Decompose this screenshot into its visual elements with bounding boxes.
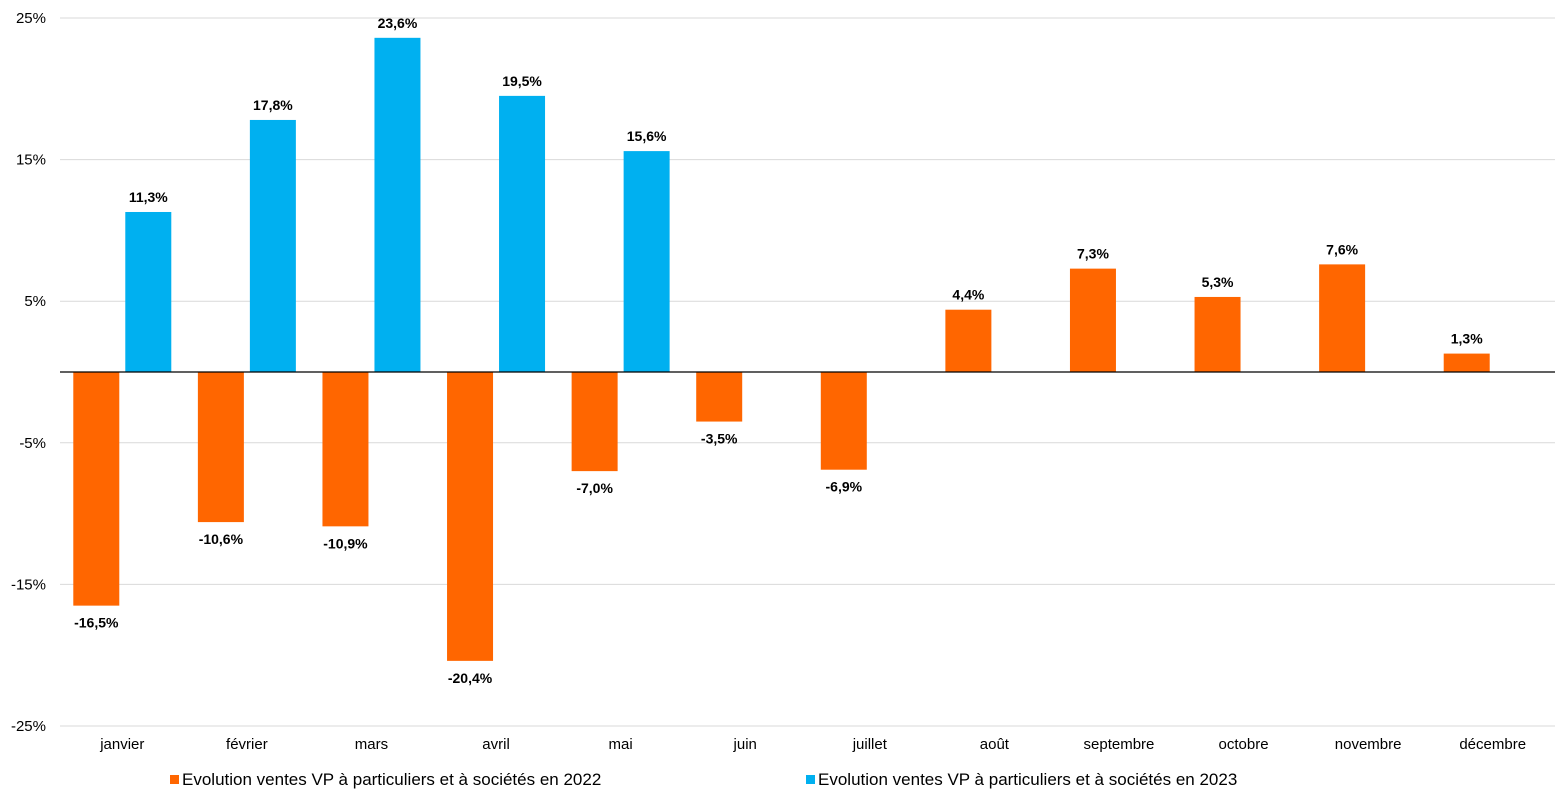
bars (73, 37, 1490, 661)
x-tick-label: août (980, 736, 1010, 753)
bar-2022-2 (322, 372, 369, 527)
bar-2022-9 (1194, 296, 1241, 372)
data-label-2022-5: -3,5% (701, 431, 738, 447)
x-tick-label: novembre (1335, 736, 1402, 753)
x-axis-tick-labels: janvier février mars avril mai juin juillet aoû… (99, 736, 1526, 753)
bar-2022-3 (447, 372, 494, 661)
data-label-2023-3: 19,5% (502, 73, 542, 89)
bar-2022-0 (73, 372, 120, 606)
x-tick-label: décembre (1459, 736, 1526, 753)
y-tick-label: -5% (19, 435, 46, 452)
bar-2023-0 (125, 211, 172, 372)
data-label-2022-3: -20,4% (448, 670, 493, 686)
bar-2023-3 (499, 95, 546, 372)
bar-2022-5 (696, 372, 743, 422)
bar-2022-10 (1319, 264, 1366, 372)
bar-2022-4 (571, 372, 618, 472)
data-label-2022-9: 5,3% (1202, 274, 1234, 290)
legend-item-2023: Evolution ventes VP à particuliers et à … (806, 770, 1237, 790)
x-tick-label: juin (733, 736, 757, 753)
y-tick-label: 5% (24, 293, 46, 310)
data-label-2022-4: -7,0% (576, 480, 613, 496)
data-label-2022-7: 4,4% (952, 287, 984, 303)
x-tick-label: janvier (99, 736, 144, 753)
legend-item-2022: Evolution ventes VP à particuliers et à … (170, 770, 601, 790)
data-label-2022-1: -10,6% (199, 531, 244, 547)
data-label-2022-0: -16,5% (74, 615, 119, 631)
y-tick-label: -25% (11, 718, 46, 735)
y-tick-label: 15% (16, 152, 46, 169)
bar-2022-11 (1443, 353, 1490, 372)
bar-2023-1 (249, 119, 296, 373)
data-label-2022-6: -6,9% (826, 479, 863, 495)
x-tick-label: mai (609, 736, 633, 753)
y-tick-label: 25% (16, 10, 46, 27)
data-labels: -16,5% 11,3% -10,6% 17,8% -10,9% 23,6% -20,4% 1… (74, 15, 1483, 686)
legend-label-2023: Evolution ventes VP à particuliers et à … (818, 770, 1238, 789)
x-tick-label: octobre (1219, 736, 1269, 753)
x-tick-label: septembre (1084, 736, 1155, 753)
x-tick-label: mars (355, 736, 388, 753)
gridlines (60, 17, 1555, 727)
legend-label-2022: Evolution ventes VP à particuliers et à … (182, 770, 602, 789)
bar-2023-4 (623, 151, 670, 372)
bar-chart: 25% 15% 5% -5% -15% -25% -16,5% 11,3% -10,6% 17,… (11, 10, 1555, 753)
legend: Evolution ventes VP à particuliers et à … (0, 768, 1555, 790)
data-label-2023-1: 17,8% (253, 97, 293, 113)
bar-2022-6 (820, 372, 867, 470)
data-label-2022-11: 1,3% (1451, 331, 1483, 347)
x-tick-label: avril (482, 736, 510, 753)
data-label-2023-0: 11,3% (129, 189, 168, 205)
data-label-2022-8: 7,3% (1077, 246, 1109, 262)
data-label-2022-2: -10,9% (323, 535, 368, 551)
legend-swatch-2022 (170, 775, 179, 784)
bar-2022-8 (1069, 268, 1116, 372)
legend-swatch-2023 (806, 775, 815, 784)
data-label-2023-4: 15,6% (627, 128, 667, 144)
y-axis-tick-labels: 25% 15% 5% -5% -15% -25% (11, 10, 46, 735)
x-tick-label: février (226, 736, 268, 753)
data-label-2022-10: 7,6% (1326, 241, 1358, 257)
x-tick-label: juillet (852, 736, 888, 753)
bar-2022-7 (945, 309, 992, 372)
y-tick-label: -15% (11, 576, 46, 593)
bar-2022-1 (197, 372, 244, 523)
bar-2023-2 (374, 37, 421, 372)
data-label-2023-2: 23,6% (378, 15, 418, 31)
